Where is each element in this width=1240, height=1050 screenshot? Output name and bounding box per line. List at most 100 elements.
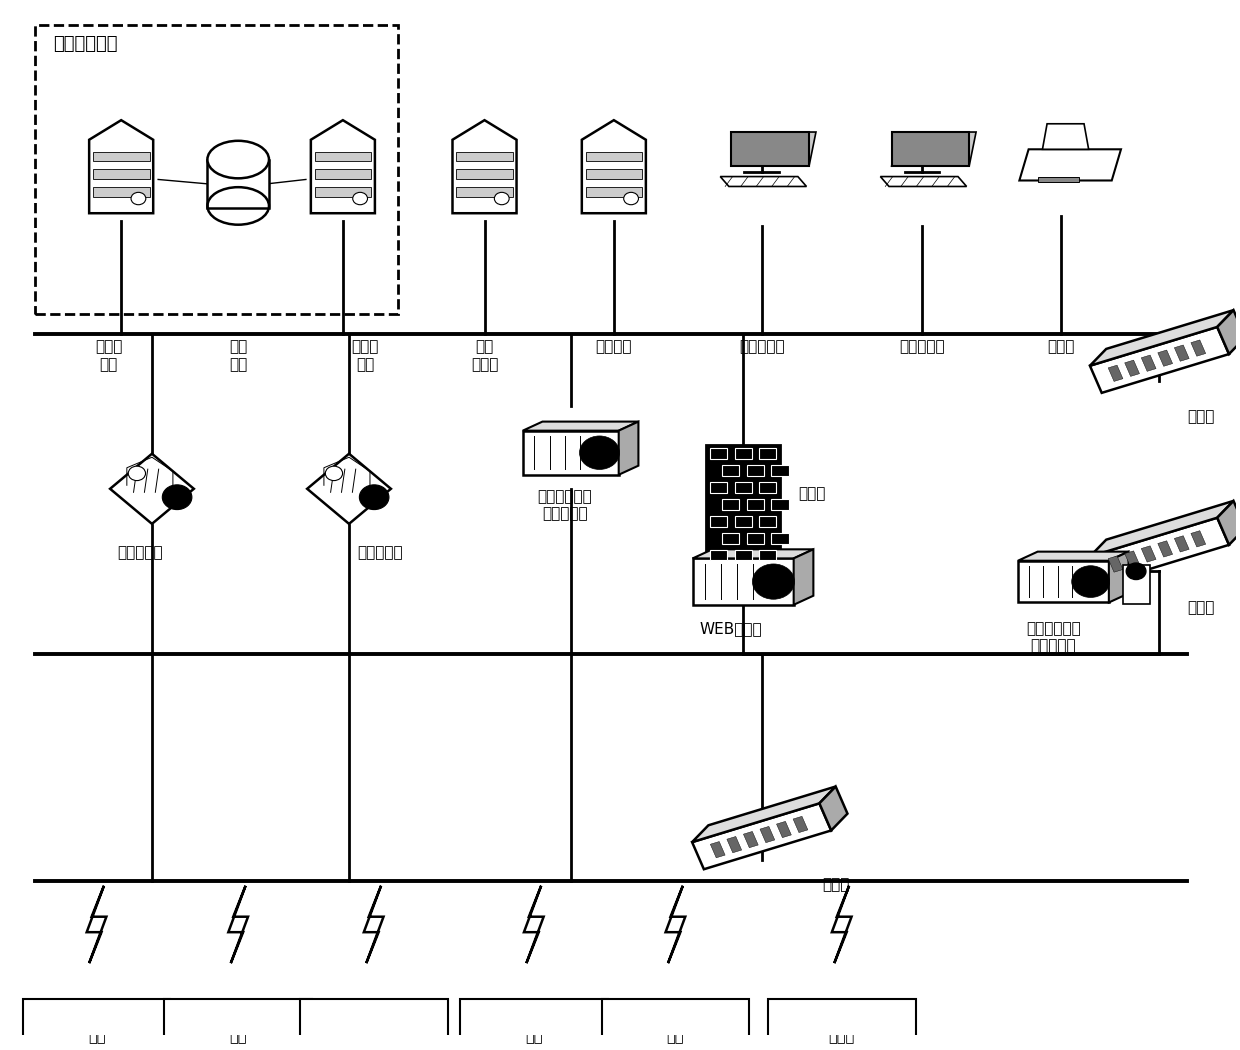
Polygon shape	[308, 454, 391, 524]
Polygon shape	[1090, 518, 1229, 584]
Circle shape	[131, 192, 146, 205]
Bar	[732, 132, 808, 166]
Bar	[734, 550, 751, 561]
Circle shape	[1071, 566, 1110, 597]
Polygon shape	[1090, 310, 1234, 365]
Polygon shape	[453, 120, 517, 213]
Bar	[768, 1000, 915, 1050]
Bar	[711, 482, 727, 492]
Bar	[456, 151, 513, 162]
Circle shape	[1126, 563, 1146, 580]
Text: 云端专家系统
接口服务器: 云端专家系统 接口服务器	[1027, 621, 1081, 653]
Text: 同步
时钟: 同步 时钟	[88, 1012, 105, 1045]
Bar	[771, 499, 789, 509]
Text: 数据存储结构: 数据存储结构	[53, 35, 118, 54]
Polygon shape	[760, 826, 775, 843]
Text: IED: IED	[361, 1021, 386, 1035]
Circle shape	[128, 466, 145, 481]
Bar	[1038, 177, 1079, 182]
Circle shape	[624, 192, 639, 205]
Bar	[771, 465, 789, 476]
Polygon shape	[363, 886, 383, 963]
Polygon shape	[692, 803, 831, 869]
Circle shape	[352, 192, 367, 205]
Polygon shape	[228, 886, 248, 963]
Bar	[711, 550, 727, 561]
Polygon shape	[1125, 551, 1140, 567]
Bar	[1122, 565, 1149, 605]
Polygon shape	[820, 786, 847, 831]
Polygon shape	[1109, 365, 1123, 381]
Polygon shape	[1174, 536, 1189, 552]
Polygon shape	[892, 132, 976, 166]
Bar	[892, 132, 970, 166]
Polygon shape	[1109, 551, 1128, 603]
Bar	[759, 448, 776, 459]
Text: 专家
知识库: 专家 知识库	[471, 339, 498, 372]
Text: WEB服务器: WEB服务器	[699, 621, 763, 636]
Polygon shape	[1174, 345, 1189, 361]
Text: 交换机: 交换机	[1188, 601, 1215, 615]
Polygon shape	[523, 422, 639, 430]
Polygon shape	[1141, 355, 1156, 372]
Bar	[300, 1000, 448, 1050]
Polygon shape	[1218, 501, 1240, 545]
Polygon shape	[693, 549, 813, 559]
Polygon shape	[1158, 350, 1173, 366]
Circle shape	[360, 485, 389, 509]
Polygon shape	[311, 120, 374, 213]
Text: 安全管
控平台: 安全管 控平台	[828, 1012, 854, 1045]
Text: 交换机: 交换机	[1188, 410, 1215, 424]
Circle shape	[753, 564, 795, 600]
Circle shape	[495, 192, 510, 205]
Polygon shape	[1019, 149, 1121, 181]
Bar	[759, 516, 776, 527]
Polygon shape	[619, 422, 639, 475]
Bar	[315, 169, 371, 179]
Polygon shape	[525, 886, 543, 963]
Bar	[22, 1000, 170, 1050]
Bar	[93, 187, 150, 196]
Polygon shape	[1190, 340, 1205, 356]
Polygon shape	[692, 786, 836, 842]
Bar	[164, 1000, 312, 1050]
Text: 应急指挥中心
接口服务器: 应急指挥中心 接口服务器	[537, 489, 591, 521]
Bar	[722, 465, 739, 476]
Text: 防火墙: 防火墙	[799, 486, 826, 502]
Bar	[734, 516, 751, 527]
Polygon shape	[1109, 555, 1123, 572]
Polygon shape	[666, 886, 686, 963]
Bar	[585, 151, 642, 162]
Polygon shape	[89, 120, 154, 213]
Text: 打印机: 打印机	[1048, 339, 1075, 354]
Bar	[734, 482, 751, 492]
Text: 前置服务器: 前置服务器	[357, 546, 403, 561]
Polygon shape	[744, 832, 758, 847]
Text: 数据服
务器: 数据服 务器	[95, 339, 123, 372]
Polygon shape	[1158, 541, 1173, 558]
Text: 数据服
务器: 数据服 务器	[351, 339, 378, 372]
Bar	[456, 187, 513, 196]
Bar	[93, 169, 150, 179]
Bar	[722, 532, 739, 544]
Bar	[585, 187, 642, 196]
Bar	[746, 532, 764, 544]
Bar	[315, 187, 371, 196]
Polygon shape	[732, 132, 816, 166]
Bar	[523, 430, 619, 475]
Bar	[315, 151, 371, 162]
Bar	[93, 151, 150, 162]
Polygon shape	[711, 841, 725, 858]
Polygon shape	[1018, 551, 1128, 561]
Bar	[207, 160, 269, 208]
Bar	[1018, 561, 1109, 603]
Circle shape	[325, 466, 342, 481]
Polygon shape	[776, 821, 791, 838]
Text: 运行工作站: 运行工作站	[739, 339, 785, 354]
Bar	[722, 499, 739, 509]
Polygon shape	[794, 549, 813, 605]
Bar	[746, 499, 764, 509]
Text: 诊断系统
子站: 诊断系统 子站	[658, 1012, 693, 1045]
Text: 磁盘
阵列: 磁盘 阵列	[229, 339, 247, 372]
Polygon shape	[87, 886, 107, 963]
